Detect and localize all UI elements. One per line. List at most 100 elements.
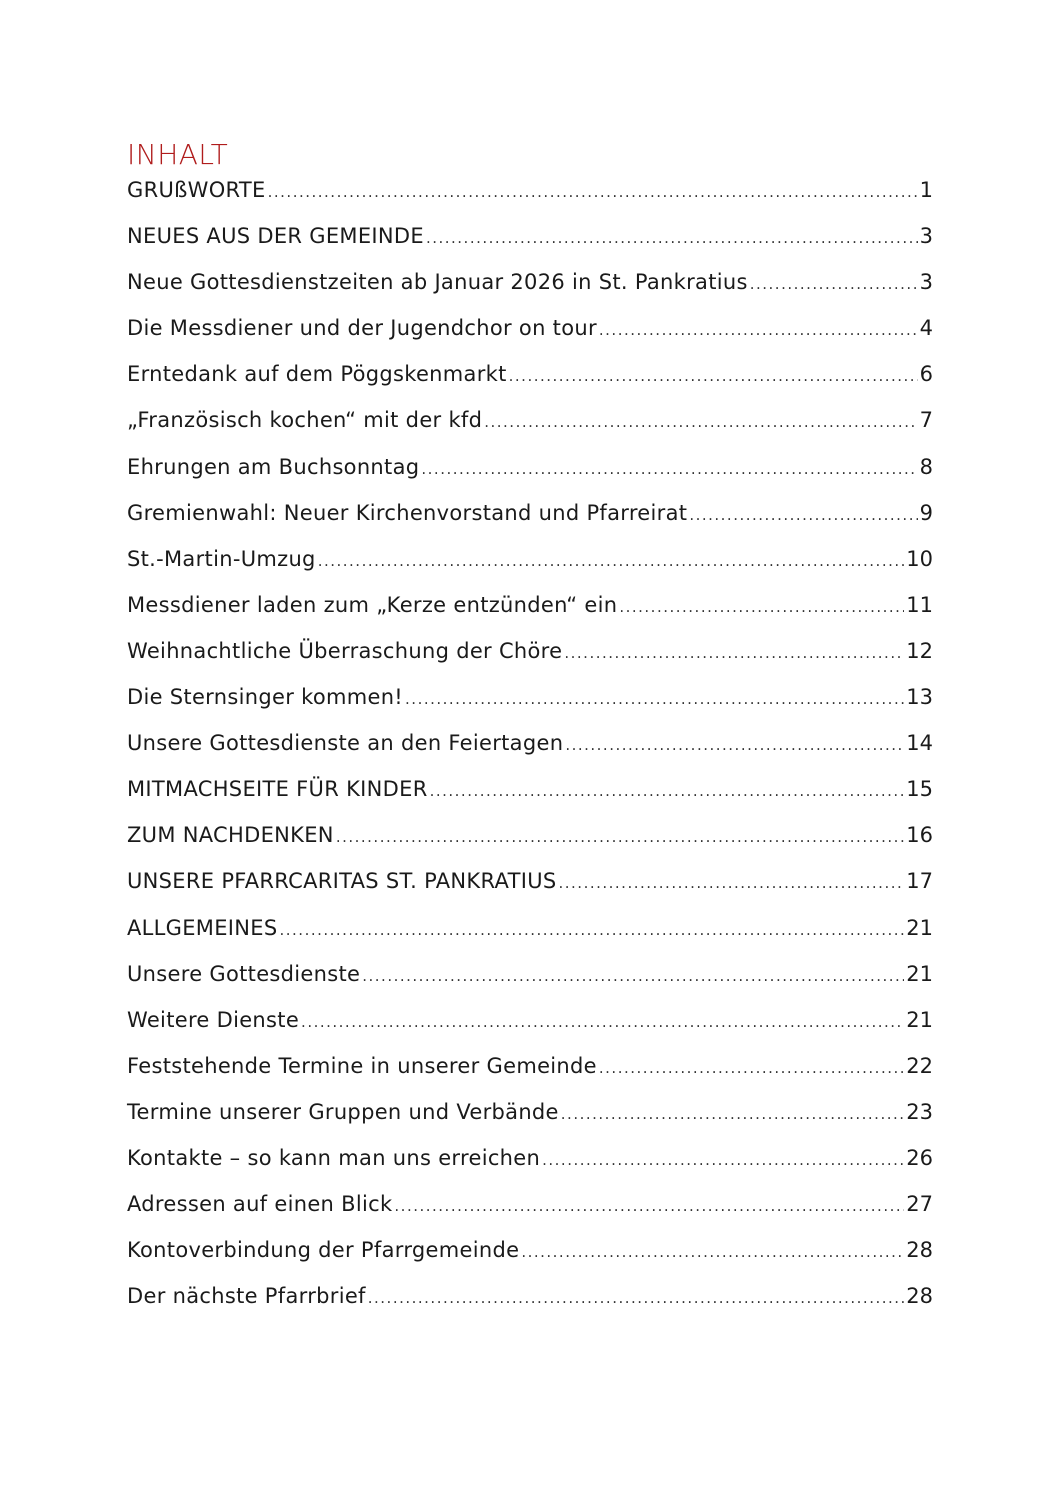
toc-entry-page: 8 [919,454,933,479]
toc-entry[interactable]: St.-Martin-Umzug 10 [127,547,933,593]
toc-entry[interactable]: MITMACHSEITE FÜR KINDER 15 [127,777,933,823]
toc-entry-page: 21 [906,915,933,940]
toc-entry-label: Die Messdiener und der Jugendchor on tou… [127,316,597,341]
toc-entry-label: Ehrungen am Buchsonntag [127,454,420,479]
toc-entry[interactable]: Neue Gottesdienstzeiten ab Januar 2026 i… [127,270,933,316]
toc-entry-page: 26 [906,1145,933,1170]
toc-entry-label: UNSERE PFARRCARITAS ST. PANKRATIUS [127,869,557,894]
dot-leader [521,1243,904,1261]
toc-entry[interactable]: NEUES AUS DER GEMEINDE 3 [127,224,933,270]
dot-leader [564,644,904,662]
toc-entry-page: 16 [906,823,933,848]
toc-entry[interactable]: Unsere Gottesdienste 21 [127,962,933,1008]
toc-entry-label: ZUM NACHDENKEN [127,823,334,848]
toc-entry[interactable]: Erntedank auf dem Pöggskenmarkt 6 [127,362,933,408]
toc-entry-page: 1 [919,178,933,202]
dot-leader [565,736,904,754]
toc-entry-page: 14 [906,731,933,756]
dot-leader [689,506,917,524]
dot-leader [336,828,904,846]
dot-leader [368,1289,905,1307]
table-of-contents: GRUßWORTE 1 NEUES AUS DER GEMEINDE 3 Neue Go… [127,178,933,1330]
toc-entry[interactable]: UNSERE PFARRCARITAS ST. PANKRATIUS 17 [127,869,933,915]
toc-entry-page: 12 [906,638,933,663]
toc-entry[interactable]: Termine unserer Gruppen und Verbände 23 [127,1100,933,1146]
toc-entry-page: 13 [906,685,933,710]
toc-entry-page: 11 [906,592,933,617]
toc-entry[interactable]: ZUM NACHDENKEN 16 [127,823,933,869]
toc-title: INHALT [127,138,229,171]
toc-entry[interactable]: „Französisch kochen“ mit der kfd 7 [127,408,933,454]
dot-leader [394,1197,904,1215]
toc-entry[interactable]: Die Messdiener und der Jugendchor on tou… [127,316,933,362]
toc-entry[interactable]: GRUßWORTE 1 [127,178,933,224]
dot-leader [599,1059,904,1077]
toc-entry-page: 27 [906,1192,933,1217]
toc-entry-label: Messdiener laden zum „Kerze entzünden“ e… [127,592,618,617]
toc-entry[interactable]: ALLGEMEINES 21 [127,916,933,962]
dot-leader [484,413,917,431]
toc-entry-label: Adressen auf einen Blick [127,1192,393,1217]
toc-entry-label: Die Sternsinger kommen! [127,685,404,710]
toc-entry-page: 17 [906,869,933,894]
dot-leader [301,1013,904,1031]
toc-entry[interactable]: Weihnachtliche Überraschung der Chöre 12 [127,639,933,685]
toc-entry[interactable]: Die Sternsinger kommen! 13 [127,685,933,731]
toc-entry[interactable]: Gremienwahl: Neuer Kirchenvorstand und P… [127,501,933,547]
dot-leader [430,782,905,800]
toc-entry[interactable]: Feststehende Termine in unserer Gemeinde… [127,1054,933,1100]
toc-entry[interactable]: Adressen auf einen Blick 27 [127,1192,933,1238]
toc-entry-label: GRUßWORTE [127,178,266,202]
toc-entry-page: 4 [919,316,933,341]
toc-entry[interactable]: Ehrungen am Buchsonntag 8 [127,455,933,501]
toc-entry-label: Kontoverbindung der Pfarrgemeinde [127,1238,520,1263]
toc-entry-label: ALLGEMEINES [127,915,278,940]
dot-leader [421,460,917,478]
toc-entry-label: Unsere Gottesdienste [127,961,361,986]
toc-entry-page: 21 [906,961,933,986]
dot-leader [509,367,918,385]
dot-leader [619,598,904,616]
toc-entry-page: 3 [919,270,933,295]
toc-entry-label: Der nächste Pfarrbrief [127,1284,366,1309]
dot-leader [599,321,918,339]
toc-entry[interactable]: Kontoverbindung der Pfarrgemeinde 28 [127,1238,933,1284]
toc-entry[interactable]: Kontakte – so kann man uns erreichen 26 [127,1146,933,1192]
dot-leader [542,1151,904,1169]
dot-leader [426,229,918,247]
toc-entry-page: 22 [906,1053,933,1078]
toc-entry-label: Erntedank auf dem Pöggskenmarkt [127,362,507,387]
toc-entry-label: Termine unserer Gruppen und Verbände [127,1099,559,1124]
toc-entry-page: 3 [919,224,933,249]
dot-leader [561,1105,904,1123]
toc-entry-label: Kontakte – so kann man uns erreichen [127,1145,541,1170]
toc-entry-page: 21 [906,1007,933,1032]
toc-entry-page: 7 [919,408,933,433]
toc-entry-label: NEUES AUS DER GEMEINDE [127,224,424,249]
toc-entry-label: St.-Martin-Umzug [127,546,316,571]
dot-leader [559,874,905,892]
toc-entry-label: Unsere Gottesdienste an den Feiertagen [127,731,564,756]
toc-entry-page: 15 [906,777,933,802]
toc-entry[interactable]: Messdiener laden zum „Kerze entzünden“ e… [127,593,933,639]
toc-entry-page: 6 [919,362,933,387]
toc-entry-label: Weitere Dienste [127,1007,300,1032]
toc-entry-page: 9 [919,500,933,525]
toc-entry-label: Weihnachtliche Überraschung der Chöre [127,638,563,663]
dot-leader [318,552,905,570]
toc-entry-label: Neue Gottesdienstzeiten ab Januar 2026 i… [127,270,748,295]
toc-entry-page: 28 [906,1284,933,1309]
toc-entry-label: Gremienwahl: Neuer Kirchenvorstand und P… [127,500,688,525]
toc-entry-label: „Französisch kochen“ mit der kfd [127,408,483,433]
toc-entry-page: 23 [906,1099,933,1124]
dot-leader [268,183,918,201]
toc-entry-label: MITMACHSEITE FÜR KINDER [127,777,428,802]
toc-entry[interactable]: Unsere Gottesdienste an den Feiertagen 14 [127,731,933,777]
dot-leader [750,275,918,293]
toc-entry[interactable]: Weitere Dienste 21 [127,1008,933,1054]
toc-entry[interactable]: Der nächste Pfarrbrief 28 [127,1284,933,1330]
dot-leader [362,967,904,985]
toc-entry-page: 10 [906,546,933,571]
toc-entry-page: 28 [906,1238,933,1263]
dot-leader [405,690,904,708]
